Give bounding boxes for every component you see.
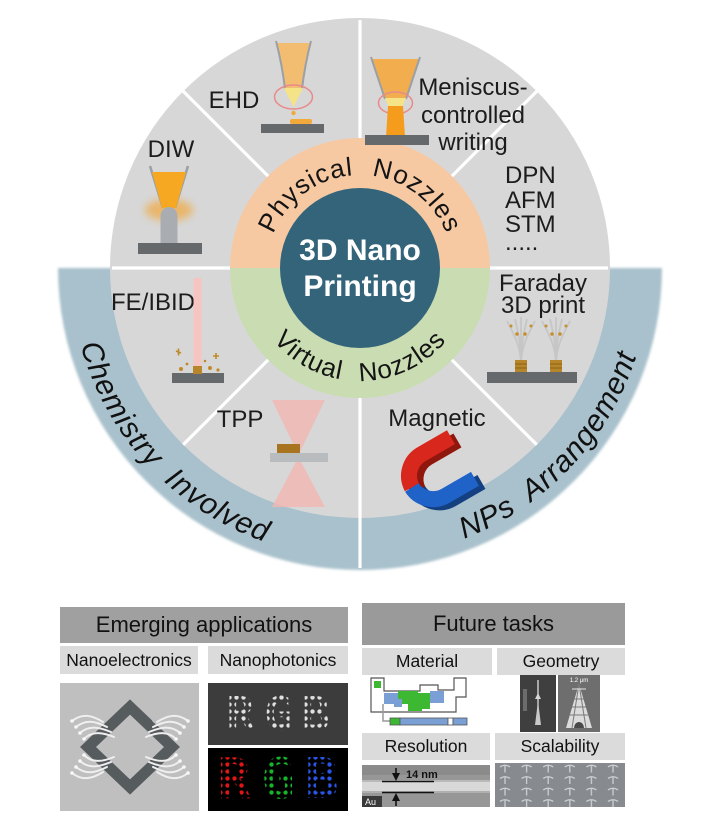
nanoelectronics-header: Nanoelectronics xyxy=(60,646,198,674)
nanophotonics-sem-image: R G B xyxy=(208,683,348,745)
resolution-title: Resolution xyxy=(384,736,468,756)
geometry-scale-label: 1.2 μm xyxy=(570,678,588,684)
fe-ibid-label: FE/IBID xyxy=(111,289,195,316)
ehd-nozzle-icon xyxy=(261,40,324,133)
applications-panel-title: Emerging applications xyxy=(95,612,313,637)
probe-label-stm: STM xyxy=(505,211,556,238)
au-label: Au xyxy=(365,797,376,807)
rgb-green-letter: G xyxy=(261,748,295,811)
material-title: Material xyxy=(395,651,459,671)
magnet-icon xyxy=(401,430,486,511)
diw-label: DIW xyxy=(148,136,195,163)
meniscus-label-line3: writing xyxy=(437,129,507,156)
probe-label-dots: ..... xyxy=(505,229,538,256)
meniscus-label-line2: controlled xyxy=(421,102,525,129)
nanophotonics-header: Nanophotonics xyxy=(208,646,348,674)
rgb-red-letter: R xyxy=(217,748,252,811)
probe-label-afm: AFM xyxy=(505,187,556,214)
scalability-header: Scalability xyxy=(495,733,625,760)
nanophotonics-color-image: R G B xyxy=(208,748,348,811)
geometry-title: Geometry xyxy=(522,651,600,671)
center-title-line1: 3D Nano xyxy=(299,234,421,267)
nanoprinting-wheel-diagram: 3D Nano Printing Physical Nozzles Virtua… xyxy=(58,18,662,570)
meniscus-label-line1: Meniscus- xyxy=(418,74,527,101)
scalability-title: Scalability xyxy=(520,736,600,756)
meniscus-nozzle-icon xyxy=(365,56,429,145)
ehd-label: EHD xyxy=(209,87,260,114)
future-panel-title: Future tasks xyxy=(432,611,555,636)
scalability-image xyxy=(495,763,625,807)
resolution-header: Resolution xyxy=(362,733,490,760)
future-panel-header: Future tasks xyxy=(362,603,625,645)
material-image xyxy=(368,677,472,732)
fe-ibid-beam-icon xyxy=(172,278,224,383)
tpp-laser-icon xyxy=(270,400,328,507)
material-header: Material xyxy=(362,648,492,675)
nanophotonics-title: Nanophotonics xyxy=(219,649,337,670)
applications-panel-header: Emerging applications xyxy=(60,607,348,643)
probe-label-dpn: DPN xyxy=(505,162,556,189)
diw-nozzle-icon xyxy=(138,165,202,254)
rgb-grey-letter-g: G xyxy=(264,687,292,741)
nanoelectronics-title: Nanoelectronics xyxy=(66,649,192,670)
center-circle xyxy=(280,188,440,348)
geometry-header: Geometry xyxy=(497,648,625,675)
magnetic-label: Magnetic xyxy=(388,405,485,432)
faraday-trees-icon xyxy=(487,317,577,383)
rgb-grey-letter-r: R xyxy=(226,687,255,741)
faraday-label-line2: 3D print xyxy=(501,292,585,319)
nanoelectronics-image xyxy=(60,683,199,811)
rgb-blue-letter: B xyxy=(304,748,339,811)
rgb-grey-letter-b: B xyxy=(301,687,330,741)
tpp-label: TPP xyxy=(217,406,264,433)
center-title-line2: Printing xyxy=(303,270,416,303)
resolution-value-label: 14 nm xyxy=(406,769,438,781)
resolution-image: 14 nm Au xyxy=(362,765,490,807)
faraday-label-line1: Faraday xyxy=(499,270,587,297)
geometry-image: 1.2 μm xyxy=(520,675,600,732)
